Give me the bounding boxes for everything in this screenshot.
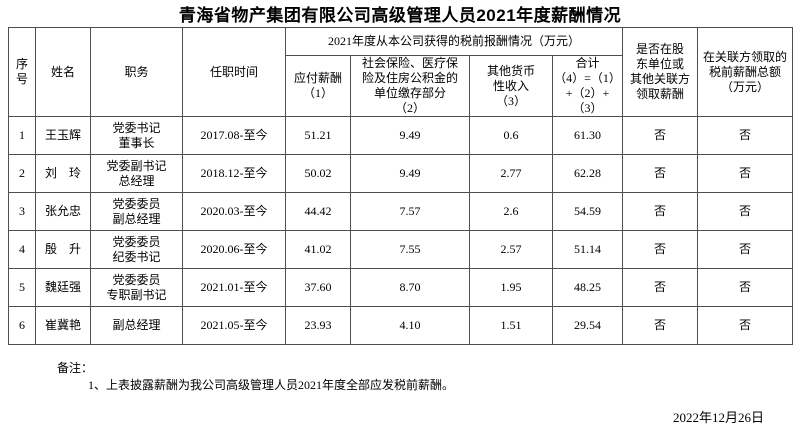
cell-tenure: 2021.05-至今: [182, 306, 286, 345]
notes-label: 备注：: [57, 361, 94, 375]
cell-payable: 37.60: [285, 268, 351, 307]
table-row: 6 崔冀艳 副总经理 2021.05-至今 23.93 4.10 1.51 29…: [8, 306, 794, 345]
cell-shareholder: 否: [622, 268, 699, 307]
cell-payable: 44.42: [285, 192, 351, 231]
cell-name: 殷 升: [35, 230, 91, 269]
cell-shareholder: 否: [622, 116, 699, 155]
cell-seq: 1: [8, 116, 36, 155]
cell-seq: 5: [8, 268, 36, 307]
cell-related: 否: [697, 306, 794, 345]
cell-other: 2.57: [469, 230, 553, 269]
page-title: 青海省物产集团有限公司高级管理人员2021年度薪酬情况: [178, 6, 622, 25]
header-insurance: 社会保险、医疗保 险及住房公积金的 单位缴存部分 （2）: [350, 55, 470, 117]
cell-name: 崔冀艳: [35, 306, 91, 345]
cell-position: 副总经理: [90, 306, 183, 345]
cell-related: 否: [697, 230, 794, 269]
header-row-group: 序 号 姓名 职务 任职时间 2021年度从本公司获得的税前报酬情况（万元） 是…: [8, 27, 794, 117]
cell-tenure: 2020.03-至今: [182, 192, 286, 231]
cell-other: 1.51: [469, 306, 553, 345]
cell-shareholder: 否: [622, 230, 699, 269]
cell-total: 48.25: [551, 268, 624, 307]
cell-other: 0.6: [469, 116, 553, 155]
table-row: 5 魏廷强 党委委员 专职副书记 2021.01-至今 37.60 8.70 1…: [8, 268, 794, 307]
cell-tenure: 2021.01-至今: [182, 268, 286, 307]
salary-table: 序 号 姓名 职务 任职时间 2021年度从本公司获得的税前报酬情况（万元） 是…: [8, 27, 794, 345]
cell-name: 张允忠: [35, 192, 91, 231]
cell-related: 否: [697, 268, 794, 307]
cell-name: 王玉辉: [35, 116, 91, 155]
header-name: 姓名: [35, 27, 91, 117]
cell-payable: 41.02: [285, 230, 351, 269]
cell-related: 否: [697, 154, 794, 193]
cell-other: 2.6: [469, 192, 553, 231]
cell-total: 54.59: [551, 192, 624, 231]
cell-insurance: 7.57: [350, 192, 470, 231]
header-row-sub: 应付薪酬 （1） 社会保险、医疗保 险及住房公积金的 单位缴存部分 （2） 其他…: [9, 55, 793, 117]
cell-tenure: 2017.08-至今: [182, 116, 286, 155]
table-row: 4 殷 升 党委委员 纪委书记 2020.06-至今 41.02 7.55 2.…: [8, 230, 794, 269]
cell-name: 刘 玲: [35, 154, 91, 193]
cell-payable: 23.93: [285, 306, 351, 345]
cell-position: 党委委员 副总经理: [90, 192, 183, 231]
cell-seq: 2: [8, 154, 36, 193]
cell-other: 1.95: [469, 268, 553, 307]
cell-position: 党委书记 董事长: [90, 116, 183, 155]
cell-shareholder: 否: [622, 192, 699, 231]
cell-insurance: 8.70: [350, 268, 470, 307]
header-position: 职务: [90, 27, 183, 117]
cell-name: 魏廷强: [35, 268, 91, 307]
cell-total: 62.28: [551, 154, 624, 193]
cell-insurance: 4.10: [350, 306, 470, 345]
note-item: 1、上表披露薪酬为我公司高级管理人员2021年度全部应发税前薪酬。: [88, 378, 455, 392]
cell-position: 党委委员 专职副书记: [90, 268, 183, 307]
header-other-income: 其他货币 性收入 （3）: [469, 55, 553, 117]
cell-payable: 50.02: [285, 154, 351, 193]
table-row: 1 王玉辉 党委书记 董事长 2017.08-至今 51.21 9.49 0.6…: [8, 116, 794, 155]
header-related-total: 在关联方领取的 税前薪酬总额 （万元）: [697, 27, 794, 117]
table-row: 2 刘 玲 党委副书记 总经理 2018.12-至今 50.02 9.49 2.…: [8, 154, 794, 193]
report-date: 2022年12月26日: [672, 410, 764, 425]
header-shareholder: 是否在股 东单位或 其他关联方 领取薪酬: [622, 27, 699, 117]
notes-section: 备注： 1、上表披露薪酬为我公司高级管理人员2021年度全部应发税前薪酬。: [0, 360, 800, 393]
cell-total: 51.14: [551, 230, 624, 269]
cell-tenure: 2018.12-至今: [182, 154, 286, 193]
cell-other: 2.77: [469, 154, 553, 193]
cell-insurance: 7.55: [350, 230, 470, 269]
header-payable: 应付薪酬 （1）: [285, 55, 351, 117]
cell-total: 61.30: [551, 116, 624, 155]
header-seq: 序 号: [8, 27, 36, 117]
cell-shareholder: 否: [622, 306, 699, 345]
cell-seq: 4: [8, 230, 36, 269]
header-tenure: 任职时间: [182, 27, 286, 117]
cell-insurance: 9.49: [350, 154, 470, 193]
cell-payable: 51.21: [285, 116, 351, 155]
cell-seq: 6: [8, 306, 36, 345]
cell-related: 否: [697, 192, 794, 231]
cell-position: 党委副书记 总经理: [90, 154, 183, 193]
cell-insurance: 9.49: [350, 116, 470, 155]
cell-total: 29.54: [551, 306, 624, 345]
cell-tenure: 2020.06-至今: [182, 230, 286, 269]
header-total: 合计 （4）=（1） +（2）+ （3）: [551, 55, 624, 117]
cell-shareholder: 否: [622, 154, 699, 193]
cell-related: 否: [697, 116, 794, 155]
table-row: 3 张允忠 党委委员 副总经理 2020.03-至今 44.42 7.57 2.…: [8, 192, 794, 231]
header-group-pretax: 2021年度从本公司获得的税前报酬情况（万元）: [284, 27, 624, 56]
cell-seq: 3: [8, 192, 36, 231]
cell-position: 党委委员 纪委书记: [90, 230, 183, 269]
